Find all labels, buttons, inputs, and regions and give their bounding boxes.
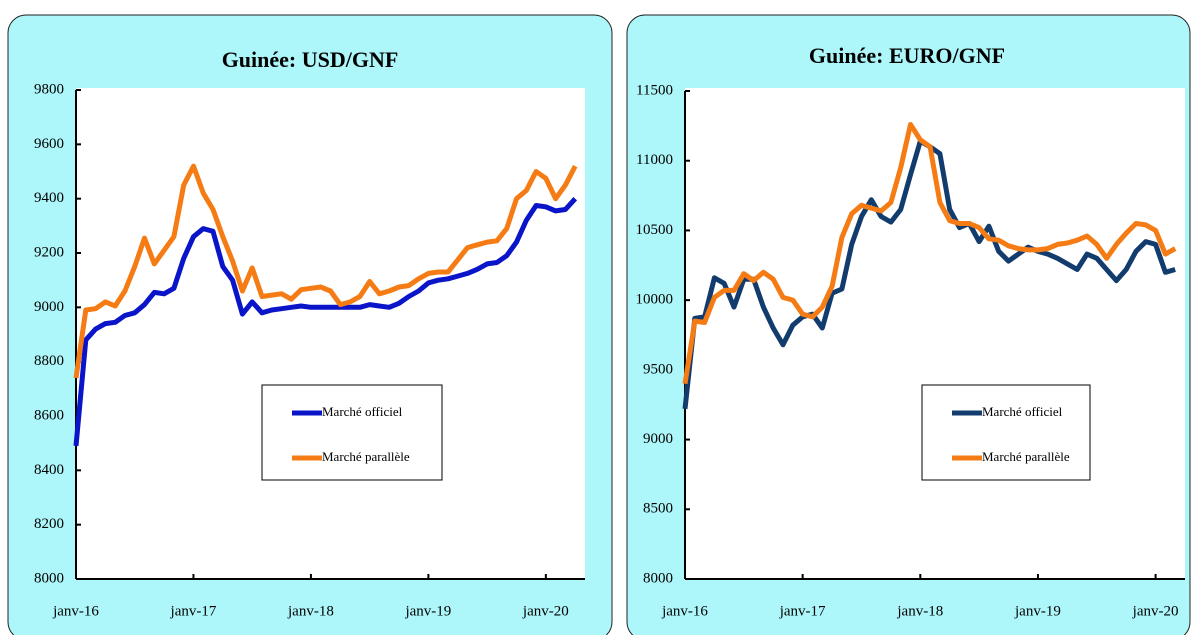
legend-label: Marché parallèle [982,449,1070,464]
x-tick-label: janv-16 [661,603,708,619]
x-tick-label: janv-20 [522,603,569,619]
series-line [682,122,1177,385]
y-tick-label: 11500 [636,82,673,98]
chart-title: Guinée: USD/GNF [222,47,399,72]
x-tick-label: janv-17 [779,603,826,619]
x-tick-label: janv-20 [1132,603,1179,619]
y-tick-label: 9000 [34,299,64,315]
y-tick-label: 10000 [636,292,674,308]
x-tick-label: janv-18 [287,603,334,619]
x-tick-label: janv-18 [896,603,943,619]
series-line [73,163,578,379]
legend-label: Marché officiel [322,404,403,419]
x-tick-label: janv-19 [1014,603,1061,619]
y-tick-label: 9400 [34,190,64,206]
legend [261,384,443,481]
y-tick-label: 8000 [34,570,64,586]
y-tick-label: 11000 [636,152,673,168]
plot-area [76,88,585,580]
y-tick-label: 9500 [643,361,673,377]
y-tick-label: 9800 [34,81,64,97]
series-line [73,197,578,447]
y-tick-label: 8000 [643,570,673,586]
y-tick-label: 8200 [34,516,64,532]
y-tick-label: 9000 [643,431,673,447]
y-tick-label: 8600 [34,407,64,423]
chart-title: Guinée: EURO/GNF [809,43,1005,68]
y-tick-label: 8800 [34,353,64,369]
y-tick-label: 9200 [34,244,64,260]
legend [921,384,1091,481]
legend-label: Marché parallèle [322,449,410,464]
y-tick-label: 9600 [34,136,64,152]
x-tick-label: janv-19 [404,603,451,619]
x-tick-label: janv-16 [52,603,99,619]
y-tick-label: 10500 [636,222,674,238]
legend-label: Marché officiel [982,404,1063,419]
y-tick-label: 8400 [34,462,64,478]
y-tick-label: 8500 [643,501,673,517]
x-tick-label: janv-17 [170,603,217,619]
